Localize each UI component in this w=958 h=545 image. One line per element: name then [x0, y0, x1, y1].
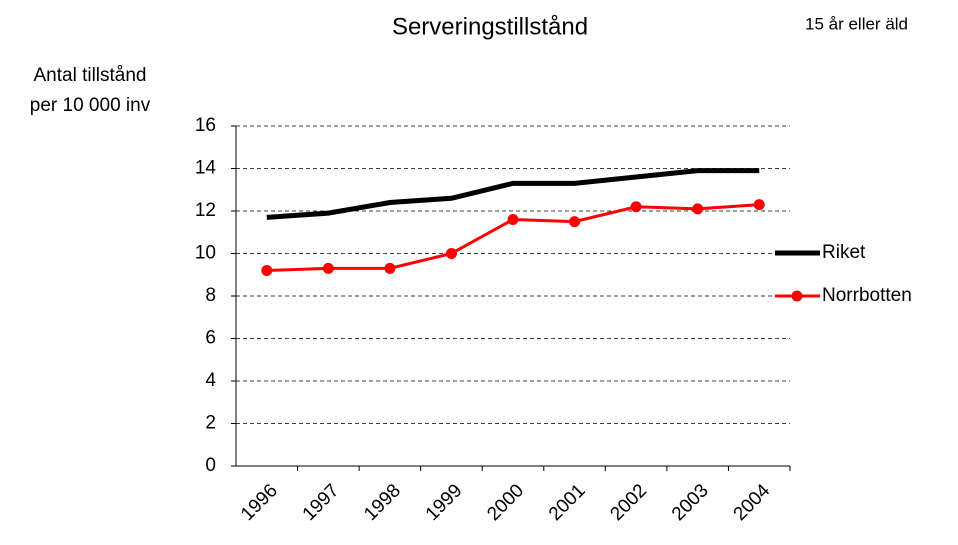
- marker: [322, 262, 334, 274]
- x-tick-label: 1999: [422, 480, 467, 525]
- x-tick-label: 1996: [237, 480, 282, 525]
- marker: [384, 262, 396, 274]
- x-tick-label: 1998: [360, 480, 405, 525]
- x-tick-label: 1997: [299, 480, 344, 525]
- marker: [753, 199, 765, 211]
- y-axis-label: Antal tillstånd: [33, 65, 146, 86]
- x-tick-label: 2003: [668, 480, 713, 525]
- y-axis-label: per 10 000 inv: [30, 95, 151, 116]
- marker: [692, 203, 704, 215]
- x-tick-label: 2000: [483, 480, 528, 525]
- legend-label: Riket: [822, 242, 866, 263]
- legend-label: Norrbotten: [822, 285, 912, 306]
- marker: [630, 201, 642, 213]
- x-tick-label: 2001: [545, 480, 590, 525]
- legend-marker: [791, 290, 803, 302]
- x-tick-label: 2004: [730, 480, 775, 525]
- y-tick-label: 12: [195, 200, 216, 221]
- marker: [569, 216, 581, 228]
- series-line: [266, 168, 760, 220]
- y-tick-label: 2: [205, 413, 216, 434]
- chart-title: Serveringstillstånd: [392, 13, 588, 40]
- x-tick-label: 2002: [606, 480, 651, 525]
- y-tick-label: 8: [205, 285, 216, 306]
- y-tick-label: 0: [205, 455, 216, 476]
- marker: [445, 248, 457, 259]
- y-tick-label: 6: [205, 328, 216, 349]
- chart-subtitle: 15 år eller äld: [805, 14, 908, 33]
- marker: [507, 214, 519, 225]
- y-tick-label: 10: [195, 243, 216, 264]
- y-tick-label: 14: [195, 158, 217, 179]
- marker: [261, 265, 273, 276]
- y-tick-label: 4: [205, 370, 216, 391]
- y-tick-label: 16: [195, 115, 216, 136]
